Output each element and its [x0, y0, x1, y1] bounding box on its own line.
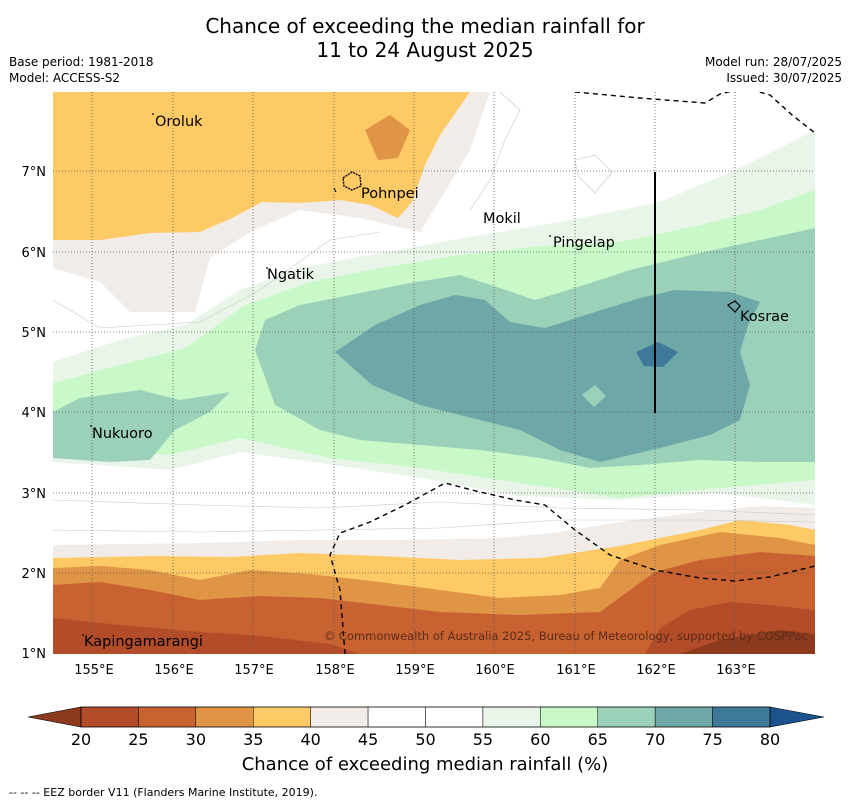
colorbar-tick-label: 25	[128, 730, 148, 749]
place-label-oroluk: Oroluk	[155, 114, 203, 130]
colorbar-tick-label: 70	[645, 730, 665, 749]
colorbar-cell	[367, 706, 426, 728]
colorbar-tick-label: 50	[415, 730, 435, 749]
contour-wet-65-70-spot	[582, 385, 606, 407]
colorbar-high-extension	[769, 706, 825, 728]
colorbar-tick-label: 45	[358, 730, 378, 749]
place-label-pohnpei: Pohnpei	[361, 186, 419, 202]
colorbar-cell	[195, 706, 254, 728]
contour-south-20-25	[53, 618, 360, 654]
colorbar-tick-label: 30	[186, 730, 206, 749]
x-tick-label: 155°E	[74, 663, 114, 678]
contour-wet-65-70	[53, 390, 230, 462]
colorbar-low-extension	[27, 706, 82, 728]
place-label-nukuoro: Nukuoro	[92, 426, 153, 442]
colorbar-cell	[138, 706, 197, 728]
title-line-1: Chance of exceeding the median rainfall …	[205, 14, 645, 38]
y-tick-label: 1°N	[22, 647, 47, 662]
copyright-notice: © Commonwealth of Australia 2025, Bureau…	[324, 629, 808, 643]
place-label-ngatik: Ngatik	[267, 267, 315, 283]
map-title: Chance of exceeding the median rainfall …	[0, 14, 850, 62]
ngatik-marker	[266, 267, 268, 269]
colorbar-tick-label: 35	[243, 730, 263, 749]
nukuoro-marker	[90, 425, 92, 427]
base-period: Base period: 1981-2018	[9, 55, 154, 69]
colorbar-tick-label: 80	[760, 730, 780, 749]
colorbar-title: Chance of exceeding median rainfall (%)	[241, 754, 609, 775]
place-label-kosrae: Kosrae	[740, 309, 789, 325]
contour-north-30-35	[365, 115, 410, 160]
colorbar-cell	[654, 706, 713, 728]
y-tick-label: 5°N	[22, 326, 47, 341]
model-name: Model: ACCESS-S2	[9, 71, 121, 85]
colorbar-cells	[80, 706, 771, 728]
kapingamarangi-marker	[82, 634, 84, 636]
contour-south-25-30	[53, 552, 815, 654]
y-tick-label: 2°N	[22, 567, 47, 582]
island-mark-small	[333, 187, 337, 193]
eez-footnote: -- -- -- EEZ border V11 (Flanders Marine…	[9, 786, 318, 799]
x-tick-label: 159°E	[395, 663, 435, 678]
colorbar-cell	[253, 706, 311, 728]
x-tick-label: 163°E	[716, 663, 756, 678]
colorbar-tick-label: 75	[702, 730, 722, 749]
contour-wet-75-80	[636, 342, 678, 367]
colorbar: 20 25 30 35 40 45 50 55 60 65 70 75 80	[27, 706, 825, 749]
title-line-2: 11 to 24 August 2025	[316, 38, 534, 62]
map-plot-area: Oroluk Pohnpei Mokil Pingelap Ngatik Kos…	[53, 92, 815, 654]
place-label-mokil: Mokil	[483, 211, 521, 227]
kosrae-island-outline	[727, 300, 741, 313]
y-tick-label: 6°N	[22, 246, 47, 261]
thin-contour-lines	[53, 92, 815, 533]
oroluk-marker	[152, 113, 154, 115]
model-run: Model run: 28/07/2025	[704, 55, 842, 69]
colorbar-cell	[310, 706, 369, 728]
x-tick-label: 156°E	[154, 663, 194, 678]
y-tick-label: 7°N	[22, 165, 47, 180]
x-tick-label: 161°E	[556, 663, 596, 678]
meta-left: Base period: 1981-2018 Model: ACCESS-S2	[9, 54, 154, 86]
colorbar-tick-label: 55	[473, 730, 493, 749]
colorbar-tick-label: 60	[530, 730, 550, 749]
colorbar-ticks: 20 25 30 35 40 45 50 55 60 65 70 75 80	[71, 730, 780, 749]
x-tick-label: 157°E	[234, 663, 274, 678]
contour-wet-70-75	[335, 290, 760, 462]
meta-right: Model run: 28/07/2025 Issued: 30/07/2025	[705, 54, 842, 86]
colorbar-tick-label: 40	[300, 730, 320, 749]
x-tick-label: 160°E	[475, 663, 515, 678]
colorbar-cell	[482, 706, 541, 728]
colorbar-cell	[597, 706, 656, 728]
colorbar-frame	[80, 706, 771, 728]
x-tick-label: 158°E	[315, 663, 355, 678]
contour-north-35-40	[53, 92, 470, 240]
pohnpei-island-outline	[342, 171, 362, 191]
colorbar-cell	[425, 706, 484, 728]
x-tick-label: 162°E	[636, 663, 676, 678]
y-tick-label: 4°N	[22, 406, 47, 421]
colorbar-tick-label: 20	[71, 730, 91, 749]
place-label-kapingamarangi: Kapingamarangi	[84, 634, 203, 650]
contour-south-below-20	[680, 630, 815, 654]
colorbar-cell	[80, 706, 139, 728]
colorbar-cell	[540, 706, 598, 728]
issued-date: Issued: 30/07/2025	[726, 71, 842, 85]
colorbar-cell	[712, 706, 771, 728]
pingelap-marker	[549, 235, 551, 237]
eez-border	[329, 92, 815, 654]
place-label-pingelap: Pingelap	[553, 235, 615, 251]
y-tick-label: 3°N	[22, 487, 47, 502]
colorbar-tick-label: 65	[588, 730, 608, 749]
